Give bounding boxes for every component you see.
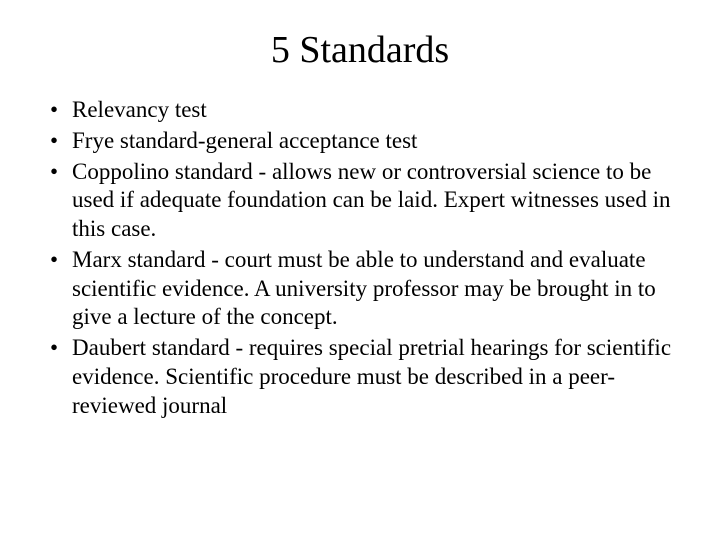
list-item: Daubert standard - requires special pret… [48, 334, 680, 420]
bullet-list: Relevancy test Frye standard-general acc… [40, 96, 680, 420]
list-item: Relevancy test [48, 96, 680, 125]
list-item: Marx standard - court must be able to un… [48, 246, 680, 332]
list-item: Frye standard-general acceptance test [48, 127, 680, 156]
list-item: Coppolino standard - allows new or contr… [48, 158, 680, 244]
slide-title: 5 Standards [40, 28, 680, 72]
